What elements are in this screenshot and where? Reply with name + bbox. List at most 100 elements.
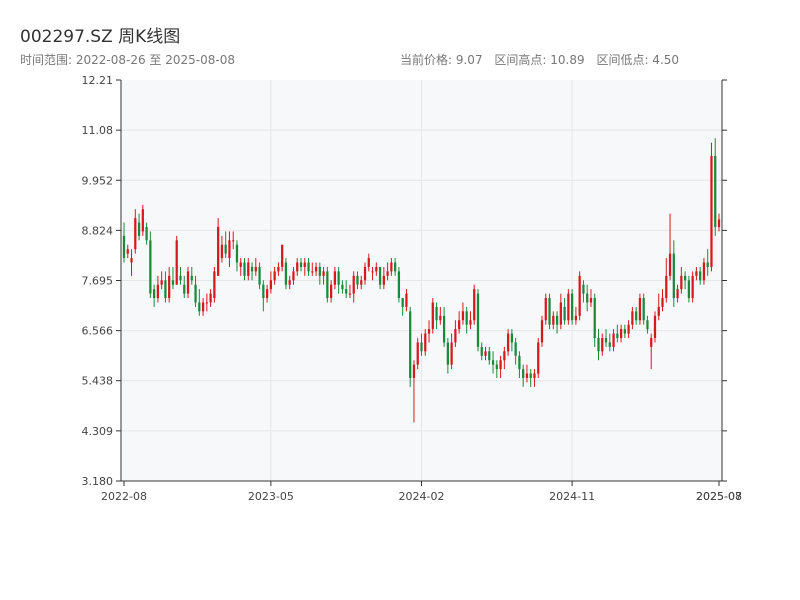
candle — [488, 346, 491, 365]
candle-body — [518, 355, 521, 370]
candle — [250, 262, 254, 281]
candle — [152, 284, 156, 307]
candle-body — [345, 289, 348, 294]
candle-body — [186, 271, 190, 294]
candle — [657, 293, 660, 321]
candle-body — [499, 360, 502, 370]
candle-body — [217, 226, 220, 276]
candle-body — [292, 271, 295, 281]
candle — [265, 284, 269, 303]
candle-body — [680, 275, 683, 290]
candle — [397, 266, 401, 303]
candle — [412, 360, 416, 423]
candle-body — [612, 333, 615, 347]
candle — [623, 324, 626, 339]
candle-body — [650, 338, 653, 347]
candle — [555, 311, 559, 334]
candle-body — [533, 373, 536, 378]
candle-body — [638, 298, 642, 321]
candle-body — [488, 351, 491, 361]
y-tick-label: 9.952 — [82, 174, 114, 187]
candle-body — [137, 222, 141, 236]
candle — [258, 262, 261, 290]
y-tick-label: 6.566 — [82, 325, 114, 338]
candle — [390, 258, 393, 276]
candle-body — [394, 262, 397, 272]
candle — [495, 360, 498, 378]
candle — [439, 306, 442, 325]
candle — [499, 355, 502, 378]
candle — [544, 293, 547, 325]
candle-body — [616, 333, 619, 339]
candle-body — [552, 315, 555, 325]
candle-body — [695, 271, 698, 276]
candle — [642, 293, 645, 325]
candle — [141, 204, 144, 236]
candle — [706, 249, 709, 276]
candle-body — [149, 240, 152, 294]
candle-body — [288, 280, 291, 285]
candle — [683, 271, 687, 290]
candle-body — [412, 364, 416, 378]
candle-body — [593, 298, 596, 339]
candle — [646, 315, 649, 334]
candle-body — [446, 342, 449, 365]
candle-body — [627, 324, 630, 334]
candle — [179, 266, 182, 285]
y-tick-label: 3.180 — [82, 475, 114, 488]
candle — [175, 235, 178, 285]
candle — [318, 262, 321, 285]
candle — [156, 275, 160, 303]
candle-body — [717, 219, 721, 227]
candle — [292, 266, 295, 285]
candle-body — [363, 266, 367, 281]
candle-body — [160, 280, 163, 285]
candle — [454, 320, 457, 347]
candle — [529, 369, 532, 387]
candle-body — [209, 293, 212, 303]
x-tick-label: 2025-08 — [696, 490, 742, 503]
candle — [378, 266, 382, 290]
candle — [597, 329, 600, 361]
candle — [540, 315, 544, 347]
candle — [687, 275, 691, 303]
candle — [506, 329, 510, 356]
candle-body — [544, 298, 547, 321]
candle-body — [567, 293, 570, 321]
candle — [533, 369, 536, 387]
candle — [352, 271, 355, 303]
candle — [322, 266, 325, 285]
candle-body — [171, 280, 175, 285]
candle-body — [525, 373, 529, 378]
candle-body — [661, 298, 664, 307]
candle — [235, 240, 239, 272]
candle — [126, 244, 129, 259]
candle-body — [224, 244, 227, 254]
candle — [122, 222, 126, 263]
candle-body — [574, 315, 578, 321]
candle — [171, 266, 175, 290]
candle — [717, 213, 721, 232]
candle-body — [360, 280, 363, 285]
candle — [668, 213, 672, 281]
candle — [695, 266, 698, 281]
candle-body — [235, 244, 239, 263]
candle-body — [495, 364, 498, 370]
candle — [691, 271, 694, 303]
candle-body — [378, 266, 382, 285]
candle — [134, 209, 137, 254]
candle — [593, 293, 596, 347]
candle — [394, 258, 397, 276]
candle — [299, 258, 303, 272]
candle — [522, 364, 525, 387]
candle — [424, 329, 427, 356]
candle-body — [375, 266, 378, 272]
candle — [213, 266, 216, 303]
candle — [224, 231, 227, 259]
candle-body — [642, 298, 645, 321]
candle-body — [250, 266, 254, 272]
candle-body — [555, 315, 559, 325]
candle-body — [213, 271, 216, 299]
candle-body — [653, 315, 657, 339]
